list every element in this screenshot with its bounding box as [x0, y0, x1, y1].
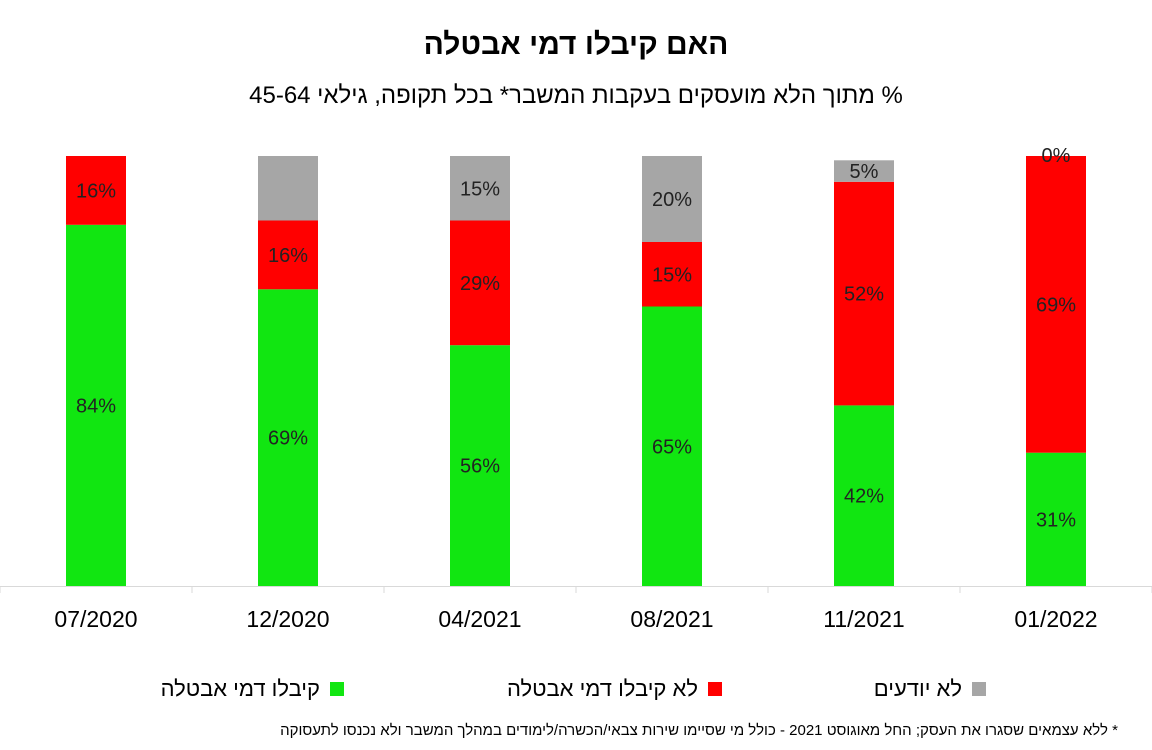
- legend-item-unknown: לא יודעים: [874, 676, 986, 702]
- data-label-not_received: 52%: [844, 284, 884, 306]
- x-tick-label: 11/2021: [823, 606, 904, 632]
- legend-swatch-unknown: [972, 682, 986, 696]
- data-label-not_received: 16%: [76, 180, 116, 202]
- x-tick-label: 08/2021: [630, 606, 713, 632]
- legend-item-not-received: לא קיבלו דמי אבטלה: [507, 676, 722, 702]
- bar-unknown: [642, 156, 702, 242]
- data-label-received: 84%: [76, 395, 116, 417]
- bar-not_received: [66, 156, 126, 225]
- legend-label-unknown: לא יודעים: [873, 676, 962, 701]
- data-label-received: 56%: [460, 456, 500, 478]
- chart-subtitle: % מתוך הלא מועסקים בעקבות המשבר* בכל תקו…: [249, 82, 903, 109]
- data-label-received: 69%: [268, 428, 308, 450]
- data-label-unknown: 20%: [652, 189, 692, 211]
- x-tick-label: 12/2020: [246, 606, 329, 632]
- legend-swatch-not-received: [708, 682, 722, 696]
- data-label-received: 65%: [652, 436, 692, 458]
- legend-label-received: קיבלו דמי אבטלה: [160, 676, 320, 701]
- bar-received: [450, 345, 510, 586]
- data-label-not_received: 69%: [1036, 294, 1076, 316]
- x-tick-label: 01/2022: [1014, 606, 1097, 632]
- data-label-unknown: 15%: [460, 178, 500, 200]
- data-label-not_received: 16%: [268, 245, 308, 267]
- bar-received: [642, 306, 702, 586]
- bar-unknown: [450, 156, 510, 221]
- bar-not_received: [450, 220, 510, 346]
- data-label-received: 31%: [1036, 509, 1076, 531]
- data-label-unknown: 0%: [1042, 145, 1071, 167]
- data-label-unknown: 5%: [850, 161, 879, 183]
- bar-not_received: [834, 181, 894, 406]
- x-tick-label: 04/2021: [438, 606, 521, 632]
- legend-label-not-received: לא קיבלו דמי אבטלה: [506, 676, 698, 701]
- legend-item-received: קיבלו דמי אבטלה: [161, 676, 344, 702]
- bar-not_received: [1026, 156, 1086, 453]
- bar-unknown: [834, 160, 894, 182]
- bar-unknown: [258, 156, 318, 221]
- legend-swatch-received: [330, 682, 344, 696]
- x-tick-label: 07/2020: [54, 606, 137, 632]
- bar-received: [834, 405, 894, 586]
- bar-not_received: [258, 220, 318, 290]
- bar-received: [258, 289, 318, 586]
- data-label-received: 42%: [844, 486, 884, 508]
- bar-not_received: [642, 242, 702, 307]
- data-label-not_received: 15%: [652, 264, 692, 286]
- bar-received: [1026, 452, 1086, 586]
- bar-received: [66, 224, 126, 587]
- footnote: * ללא עצמאים שסגרו את העסק; החל מאוגוסט …: [280, 722, 1118, 739]
- data-label-not_received: 29%: [460, 273, 500, 295]
- stacked-bar-chart: 84% 16% 07/2020 69% 16% 12/2020 56% 29% 15% 04/20…: [0, 145, 1152, 632]
- chart-title: האם קיבלו דמי אבטלה: [423, 28, 729, 61]
